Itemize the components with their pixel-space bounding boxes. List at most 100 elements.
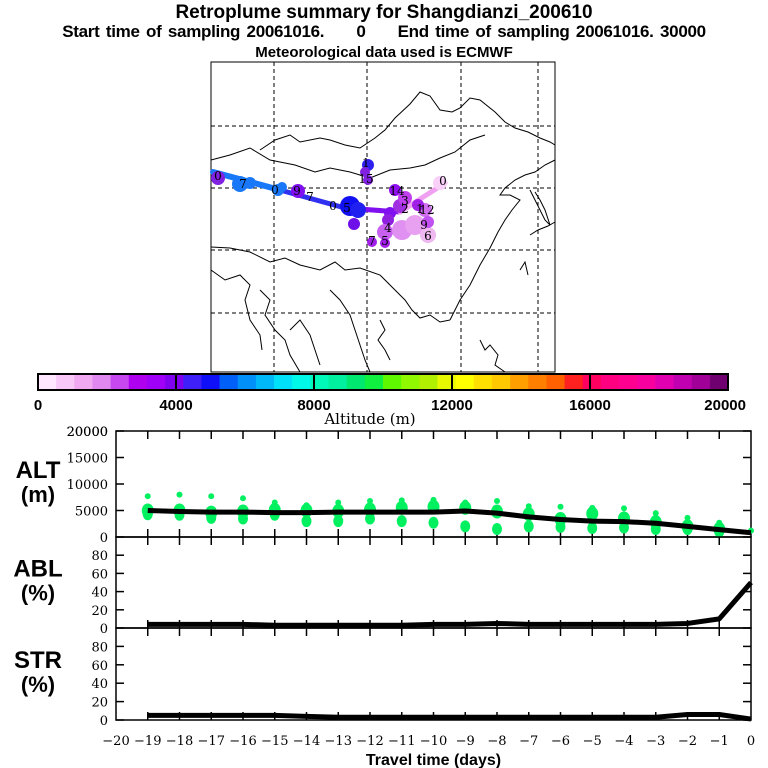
- colorbar-swatch: [128, 374, 148, 390]
- trajectory-cluster: [350, 202, 366, 218]
- colorbar-swatch: [346, 374, 366, 390]
- colorbar-swatch: [237, 374, 257, 390]
- colorbar-swatch: [74, 374, 93, 390]
- trajectory-cluster: [277, 182, 287, 192]
- panel-ylabel: ALT: [16, 457, 61, 484]
- taiwan: [519, 260, 529, 276]
- x-tick-label: −6: [551, 734, 570, 749]
- trajectory-day-label: 3: [401, 194, 409, 208]
- trajectory-cluster: [291, 184, 305, 198]
- trajectory-day-label: 0: [214, 169, 222, 183]
- trajectory-cluster: [367, 237, 377, 247]
- trajectory-cluster: [382, 214, 394, 226]
- y-tick-label: 15000: [67, 452, 108, 467]
- trajectory-cluster: [348, 218, 360, 230]
- colorbar-swatch: [419, 374, 438, 390]
- trajectory-day-label: 7: [306, 190, 314, 204]
- trajectory-day-label: 9: [293, 184, 301, 198]
- trajectory-day-label: 12: [419, 203, 434, 217]
- trajectory-cluster: [412, 199, 424, 211]
- colorbar-tick-label: 20000: [704, 397, 746, 414]
- trajectory-day-label: 6: [424, 229, 432, 243]
- colorbar-swatch: [364, 374, 384, 390]
- altitude-cluster-point: [492, 523, 502, 536]
- philippines: [479, 339, 506, 373]
- colorbar-swatch: [310, 374, 330, 390]
- colorbar-tick-label: 8000: [297, 397, 330, 414]
- altitude-cluster-point: [206, 511, 217, 524]
- x-tick-label: −13: [325, 734, 352, 749]
- colorbar-label: Altitude (m): [323, 410, 415, 428]
- chart-title: Retroplume summary for Shangdianzi_20061…: [175, 2, 593, 23]
- y-tick-label: 5000: [75, 505, 108, 520]
- x-tick-label: −10: [420, 734, 447, 749]
- trajectory-day-label: 5: [381, 234, 389, 248]
- panel-ylabel: (%): [21, 672, 55, 697]
- altitude-cluster-point: [176, 491, 183, 498]
- colorbar-swatch: [637, 374, 656, 390]
- colorbar-swatch: [546, 374, 566, 390]
- y-tick-label: 80: [91, 549, 108, 564]
- altitude-cluster-point: [335, 499, 342, 506]
- trajectory-cluster: [380, 238, 390, 248]
- trajectory-cluster: [232, 176, 248, 192]
- trajectory-cluster: [377, 224, 393, 240]
- x-tick-label: −8: [487, 734, 506, 749]
- x-tick-label: −4: [614, 734, 633, 749]
- colorbar-swatch: [582, 374, 602, 390]
- trajectory-day-label: 0: [439, 174, 447, 188]
- trajectory-cluster: [389, 184, 401, 196]
- altitude-cluster-point: [557, 503, 564, 510]
- x-tick-label: −18: [166, 734, 193, 749]
- colorbar-swatch: [673, 374, 693, 390]
- trajectory-cluster: [211, 171, 225, 185]
- y-tick-label: 0: [100, 531, 108, 546]
- series-line-str: [147, 711, 752, 722]
- altitude-cluster-point: [619, 521, 629, 534]
- coastline: [259, 91, 556, 151]
- korea: [529, 189, 551, 226]
- y-tick-label: 60: [91, 659, 108, 674]
- trajectory-cluster: [398, 191, 412, 205]
- colorbar-swatch: [56, 374, 75, 390]
- altitude-cluster-point: [365, 512, 375, 525]
- altitude-cluster-point: [494, 497, 500, 504]
- trajectory-day-label: 2: [401, 202, 409, 216]
- y-tick-label: 20000: [67, 425, 108, 440]
- trajectory-day-label: 1: [416, 202, 424, 216]
- panel-ylabel: (m): [21, 482, 55, 507]
- altitude-cluster-point: [587, 521, 598, 534]
- trajectory-cluster: [360, 167, 370, 177]
- trajectory-day-label: 0: [329, 199, 337, 213]
- altitude-cluster-point: [460, 520, 471, 533]
- trajectory-cluster: [405, 215, 425, 235]
- x-tick-label: −17: [198, 734, 225, 749]
- x-tick-label: −12: [356, 734, 383, 749]
- y-tick-label: 20: [91, 696, 108, 711]
- x-tick-label: 0: [747, 734, 755, 749]
- colorbar-swatch: [528, 374, 547, 390]
- x-tick-label: −2: [678, 734, 697, 749]
- trajectory-cluster: [420, 227, 436, 243]
- trajectory-day-label: 9: [420, 218, 428, 232]
- x-tick-label: −11: [388, 734, 415, 749]
- colorbar-swatch: [655, 374, 675, 390]
- trajectory-day-label: 0: [271, 183, 279, 197]
- altitude-cluster-point: [586, 506, 599, 521]
- trajectory-day-label: 4: [384, 221, 392, 235]
- colorbar-swatch: [183, 374, 202, 390]
- panel-frame: [115, 536, 752, 629]
- colorbar-swatch: [292, 374, 311, 390]
- x-tick-label: −20: [102, 734, 129, 749]
- altitude-cluster-point: [621, 505, 627, 512]
- colorbar-swatch: [201, 374, 221, 390]
- altitude-cluster-point: [240, 495, 246, 502]
- altitude-cluster-point: [652, 510, 659, 517]
- colorbar-swatch: [328, 374, 348, 390]
- colorbar-swatch: [401, 374, 420, 390]
- altitude-cluster-point: [333, 515, 344, 528]
- altitude-cluster-point: [523, 520, 534, 533]
